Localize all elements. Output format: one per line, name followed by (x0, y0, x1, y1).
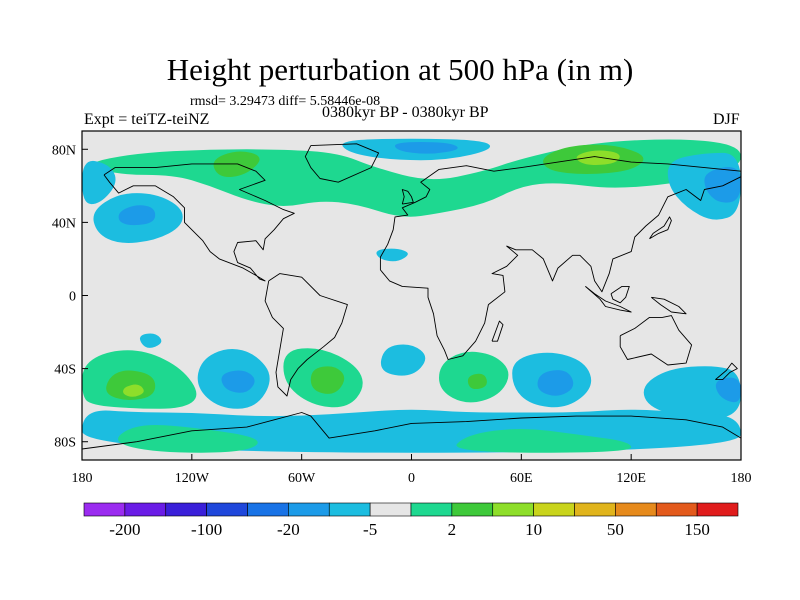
colorbar-swatch (369, 502, 412, 517)
field-neg-australia-south-core (715, 377, 741, 403)
colorbar-swatch (206, 502, 248, 517)
colorbar-swatch (83, 502, 126, 517)
coast-antarctica (82, 412, 741, 450)
colorbar-swatch (655, 502, 698, 517)
field-pos-siberia-core (576, 150, 620, 165)
longitude-axis: 180 120W 60W 0 60E 120E 180 (72, 454, 752, 486)
field-pos-south-pacific-core (123, 384, 144, 397)
colorbar-label: 10 (525, 520, 542, 539)
rmsd-stats: rmsd= 3.29473 diff= 5.58446e-08 (190, 94, 381, 109)
colorbar-label: -5 (363, 520, 377, 539)
lon-tick-label: 180 (731, 471, 752, 486)
lon-tick-label: 120E (616, 471, 646, 486)
lat-tick-label: 0 (69, 290, 76, 305)
lon-tick-label: 60W (288, 471, 316, 486)
latitude-axis: 80N 40N 0 40S 80S (52, 143, 88, 451)
lat-tick-label: 40S (54, 363, 76, 378)
lat-tick-label: 40N (52, 216, 76, 231)
lon-tick-label: 120W (175, 471, 210, 486)
chart-title: Height perturbation at 500 hPa (in m) (166, 52, 634, 87)
field-pos-argentina-core (310, 366, 345, 394)
colorbar-swatch (165, 502, 207, 517)
colorbar: -200 -100 -20 -5 2 10 50 150 (83, 502, 739, 539)
field-neg-midatlantic (376, 248, 408, 262)
coast-south-america (264, 273, 348, 397)
coast-eurasia-africa (379, 156, 741, 360)
lon-tick-label: 180 (72, 471, 93, 486)
colorbar-swatch (247, 502, 289, 517)
colorbar-swatch (288, 502, 330, 517)
colorbar-label: -20 (277, 520, 300, 539)
colorbar-swatch (533, 502, 575, 517)
colorbar-label: 2 (448, 520, 457, 539)
field-neg-south-pacific-east-core (221, 370, 255, 393)
field-pos-antarctic-wedge (118, 424, 258, 453)
field-neg-pacific-east-core (704, 166, 741, 203)
field-neg-indian-core (537, 370, 574, 396)
season-label: DJF (713, 111, 740, 128)
coast-australia (619, 315, 693, 366)
colorbar-label: -200 (109, 520, 140, 539)
colorbar-swatch (410, 502, 453, 517)
coast-borneo (610, 285, 630, 304)
period-label: 0380kyr BP - 0380kyr BP (322, 104, 489, 121)
colorbar-swatch (615, 502, 657, 517)
coast-new-zealand (715, 362, 738, 381)
colorbar-swatch (696, 502, 739, 517)
colorbar-label: 50 (607, 520, 624, 539)
coast-indonesia (585, 286, 632, 313)
lon-tick-label: 0 (408, 471, 415, 486)
lon-tick-label: 60E (510, 471, 533, 486)
field-neg-greenland-core (394, 142, 458, 154)
colorbar-swatch (574, 502, 616, 517)
field-neg-alaska (82, 160, 116, 205)
field-neg-satlantic (380, 344, 426, 376)
colorbar-label: 150 (684, 520, 710, 539)
coast-japan (649, 216, 672, 240)
coast-north-america (103, 163, 295, 282)
field-pos-south-africa-core (467, 373, 487, 390)
colorbar-swatch (124, 502, 167, 517)
colorbar-swatch (451, 502, 494, 517)
lat-tick-label: 80S (54, 436, 76, 451)
field-neg-sw-atlantic-small (139, 333, 162, 348)
colorbar-label: -100 (191, 520, 222, 539)
coastlines (82, 143, 741, 450)
field-pos-antarctic-east (456, 428, 632, 453)
coast-madagascar (491, 320, 504, 342)
coast-new-guinea (651, 296, 687, 315)
colorbar-swatch (328, 502, 371, 517)
coast-greenland (304, 143, 380, 183)
coast-uk (401, 189, 414, 205)
field-neg-npacific-core (118, 205, 156, 226)
lat-tick-label: 80N (52, 143, 76, 158)
experiment-label: Expt = teiTZ-teiNZ (84, 111, 210, 128)
colorbar-swatch (492, 502, 534, 517)
